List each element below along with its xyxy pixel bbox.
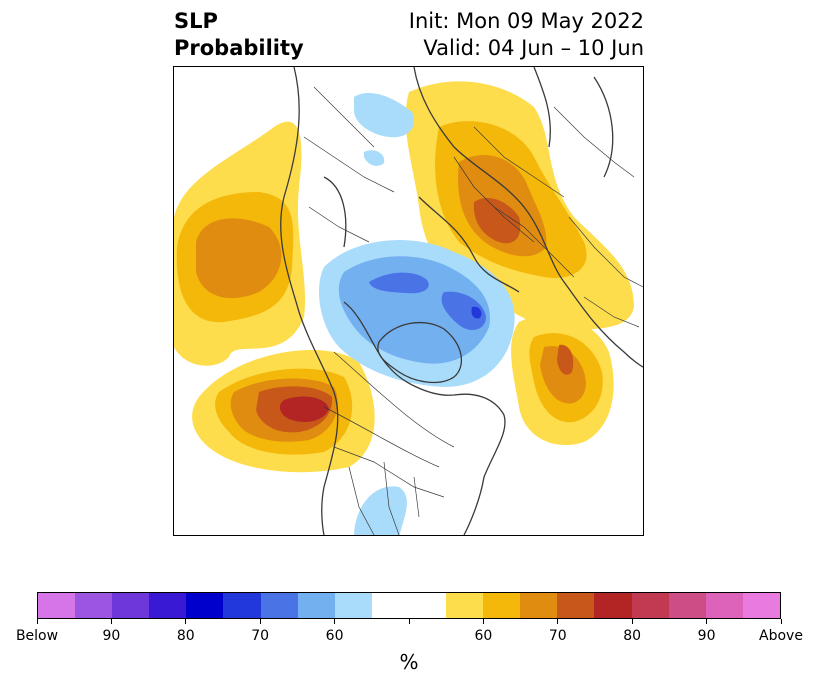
colorbar-cell-13 [520, 593, 558, 618]
colorbar-tick-label: Below [15, 628, 59, 644]
colorbar-tick-label: 60 [474, 628, 493, 644]
colorbar-tick-mark [334, 619, 336, 624]
anomaly-pacific-80 [196, 218, 282, 299]
anomaly-arctic-80 [369, 272, 429, 294]
colorbar-tick-mark [631, 619, 633, 624]
colorbar-cell-14 [557, 593, 595, 618]
anomaly-eurasia-90 [473, 197, 521, 244]
valid-range: Valid: 04 Jun – 10 Jun [423, 36, 644, 60]
title-line-1: SLP [174, 9, 218, 33]
colorbar-tick-label: Above [759, 628, 803, 644]
colorbar-cell-10 [408, 593, 447, 618]
anomaly-arctic-core [471, 306, 482, 319]
colorbar-cell-12 [483, 593, 521, 618]
colorbar-tick-mark [482, 619, 484, 624]
colorbar-tick-label: 80 [176, 628, 195, 644]
colorbar-tick-label: 90 [102, 628, 121, 644]
colorbar-cell-7 [297, 593, 335, 618]
colorbar-tick-label: 80 [623, 628, 642, 644]
colorbar-cell-8 [334, 593, 372, 618]
colorbar-tick-label: 60 [325, 628, 344, 644]
colorbar-unit: % [399, 650, 419, 674]
colorbar-tick-mark [185, 619, 187, 624]
colorbar-tick-mark [706, 619, 708, 624]
probability-map [173, 66, 644, 536]
anomaly-atlantic-90 [557, 344, 574, 375]
chart-title: SLP Probability [174, 8, 304, 62]
colorbar-cell-16 [631, 593, 669, 618]
init-date: Init: Mon 09 May 2022 [408, 9, 644, 33]
colorbar-tick-mark [408, 619, 410, 624]
colorbar-cell-17 [668, 593, 706, 618]
colorbar-cell-9 [371, 593, 409, 618]
anomaly-north-small [354, 92, 414, 138]
colorbar-cell-2 [112, 593, 150, 618]
colorbar-cell-5 [223, 593, 261, 618]
anomaly-namerica-core [279, 396, 329, 422]
colorbar-tick-mark [110, 619, 112, 624]
colorbar-tick-label: 70 [548, 628, 567, 644]
colorbar-tick-label: 70 [251, 628, 270, 644]
colorbar-cell-6 [260, 593, 298, 618]
colorbar-cell-0 [38, 593, 76, 618]
anomaly-south-small [354, 486, 407, 535]
anomaly-arctic-80b [441, 291, 486, 331]
colorbar-cell-1 [75, 593, 113, 618]
colorbar-cell-19 [742, 593, 780, 618]
colorbar-cell-11 [446, 593, 484, 618]
forecast-dates: Init: Mon 09 May 2022 Valid: 04 Jun – 10… [409, 8, 644, 62]
anomaly-north-small-2 [364, 150, 385, 166]
colorbar-cell-4 [186, 593, 224, 618]
colorbar [37, 592, 781, 619]
title-line-2: Probability [174, 36, 304, 60]
colorbar-cell-15 [594, 593, 632, 618]
colorbar-cell-18 [705, 593, 743, 618]
colorbar-tick-label: 90 [697, 628, 716, 644]
map-svg [174, 67, 643, 535]
colorbar-tick-mark [259, 619, 261, 624]
coastlines [280, 67, 643, 535]
colorbar-tick-mark [36, 619, 38, 624]
colorbar-tick-mark [557, 619, 559, 624]
anomaly-atlantic-80 [540, 346, 586, 404]
country-borders [303, 86, 643, 535]
colorbar-tick-mark [780, 619, 782, 624]
colorbar-cell-3 [149, 593, 187, 618]
